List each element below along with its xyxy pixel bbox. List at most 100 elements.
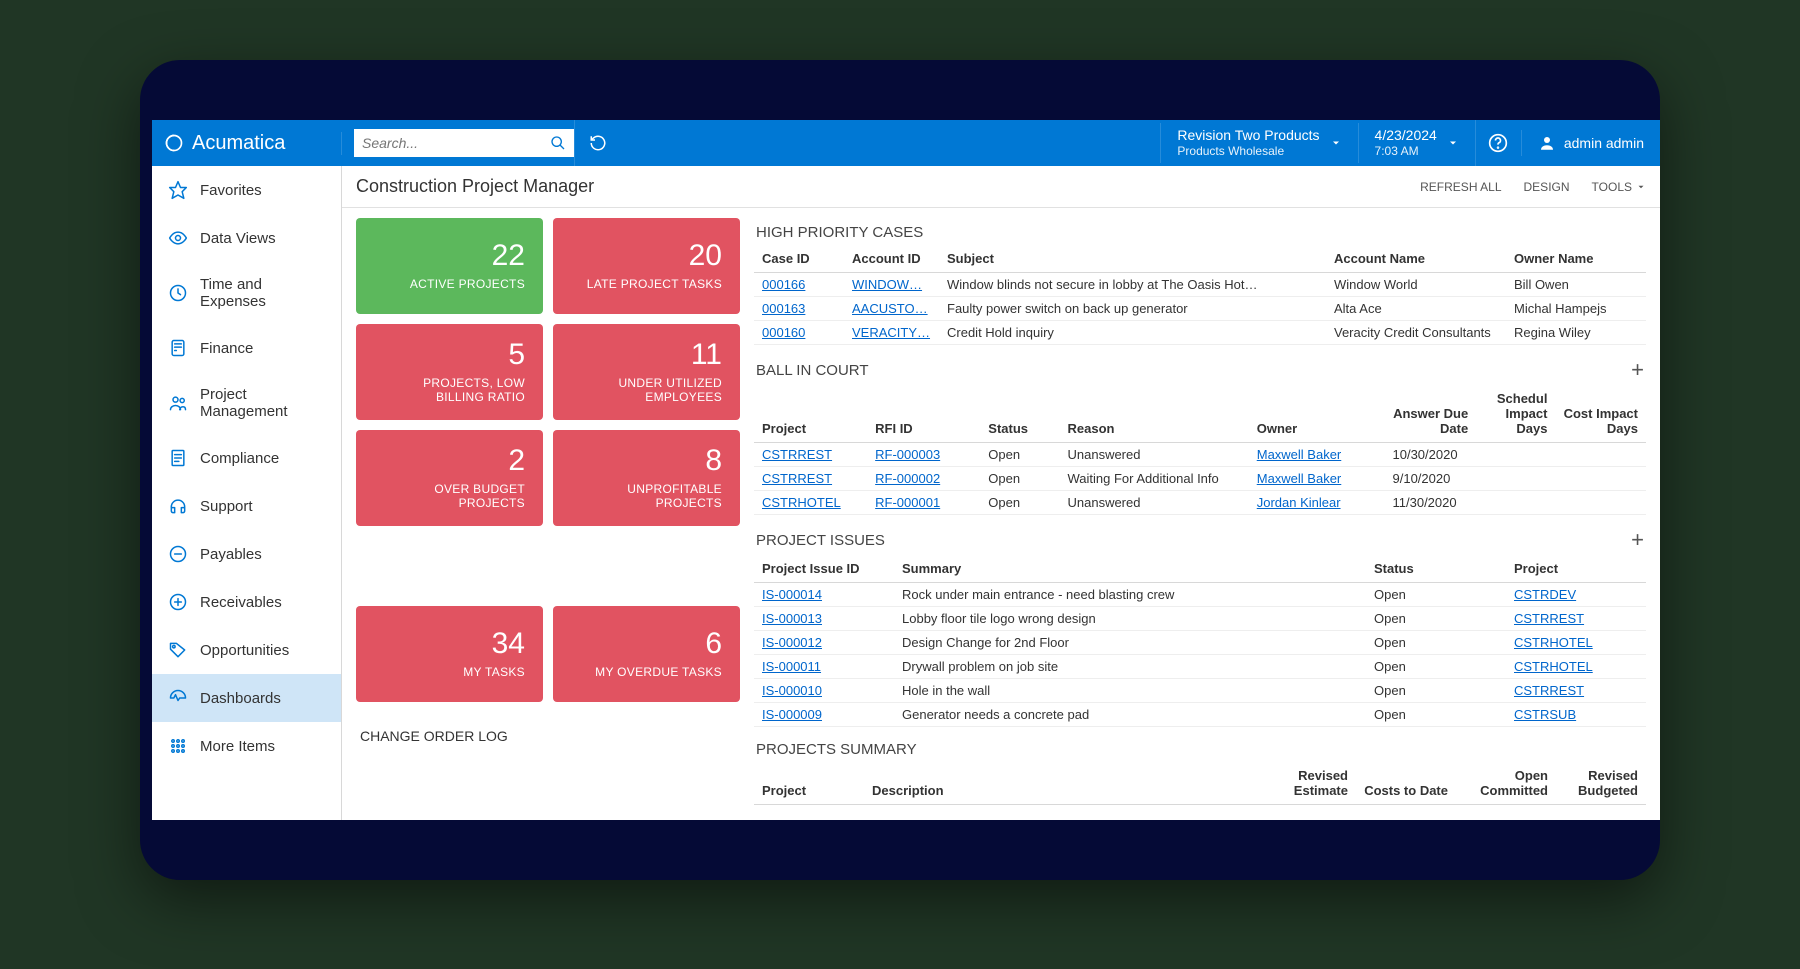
account-id-link[interactable]: WINDOW… xyxy=(852,277,922,292)
kpi-tile-late-project-tasks[interactable]: 20LATE PROJECT TASKS xyxy=(553,218,740,314)
project-link[interactable]: CSTRHOTEL xyxy=(762,495,841,510)
search-input[interactable] xyxy=(362,135,550,151)
kpi-tile-my-overdue-tasks[interactable]: 6MY OVERDUE TASKS xyxy=(553,606,740,702)
business-date[interactable]: 4/23/2024 7:03 AM xyxy=(1358,123,1475,162)
tenant-selector[interactable]: Revision Two Products Products Wholesale xyxy=(1160,123,1357,162)
account-id-link[interactable]: AACUSTO… xyxy=(852,301,928,316)
sidebar-item-payables[interactable]: Payables xyxy=(152,530,341,578)
kpi-tile-projects-low-billing-ratio[interactable]: 5PROJECTS, LOW BILLING RATIO xyxy=(356,324,543,420)
table-row[interactable]: IS-000010Hole in the wallOpenCSTRREST xyxy=(754,679,1646,703)
col-project[interactable]: Project xyxy=(1506,555,1646,583)
search-box[interactable] xyxy=(354,129,574,157)
sidebar-item-favorites[interactable]: Favorites xyxy=(152,166,341,214)
kpi-value: 6 xyxy=(705,629,722,659)
cell-owner: Bill Owen xyxy=(1506,273,1646,297)
col-answer-due[interactable]: Answer Due Date xyxy=(1385,385,1477,443)
col-status[interactable]: Status xyxy=(1366,555,1506,583)
project-link[interactable]: CSTRHOTEL xyxy=(1514,659,1593,674)
issue-id-link[interactable]: IS-000011 xyxy=(762,659,821,674)
table-row[interactable]: IS-000014Rock under main entrance - need… xyxy=(754,583,1646,607)
sidebar-item-data-views[interactable]: Data Views xyxy=(152,214,341,262)
table-row[interactable]: IS-000013Lobby floor tile logo wrong des… xyxy=(754,607,1646,631)
sidebar-item-time-and-expenses[interactable]: Time and Expenses xyxy=(152,262,341,324)
owner-link[interactable]: Jordan Kinlear xyxy=(1257,495,1341,510)
issue-id-link[interactable]: IS-000012 xyxy=(762,635,822,650)
table-row[interactable]: 000166WINDOW…Window blinds not secure in… xyxy=(754,273,1646,297)
sidebar-item-finance[interactable]: Finance xyxy=(152,324,341,372)
logo-area[interactable]: Acumatica xyxy=(152,132,342,155)
project-link[interactable]: CSTRREST xyxy=(762,447,832,462)
col-open-comm[interactable]: Open Committed xyxy=(1456,762,1556,805)
col-status[interactable]: Status xyxy=(980,385,1059,443)
help-button[interactable] xyxy=(1475,120,1521,166)
project-link[interactable]: CSTRDEV xyxy=(1514,587,1576,602)
col-issue-id[interactable]: Project Issue ID xyxy=(754,555,894,583)
issue-id-link[interactable]: IS-000014 xyxy=(762,587,822,602)
col-rfi[interactable]: RFI ID xyxy=(867,385,980,443)
issue-id-link[interactable]: IS-000010 xyxy=(762,683,822,698)
col-case-id[interactable]: Case ID xyxy=(754,245,844,273)
project-link[interactable]: CSTRREST xyxy=(762,471,832,486)
col-costs[interactable]: Costs to Date xyxy=(1356,762,1456,805)
kpi-label: UNPROFITABLE PROJECTS xyxy=(571,482,722,510)
owner-link[interactable]: Maxwell Baker xyxy=(1257,471,1342,486)
col-reason[interactable]: Reason xyxy=(1059,385,1248,443)
table-row[interactable]: IS-000012Design Change for 2nd FloorOpen… xyxy=(754,631,1646,655)
table-row[interactable]: CSTRRESTRF-000002OpenWaiting For Additio… xyxy=(754,467,1646,491)
sidebar-item-dashboards[interactable]: Dashboards xyxy=(152,674,341,722)
table-row[interactable]: 000163AACUSTO…Faulty power switch on bac… xyxy=(754,297,1646,321)
page-title: Construction Project Manager xyxy=(356,176,594,197)
project-link[interactable]: CSTRREST xyxy=(1514,683,1584,698)
case-id-link[interactable]: 000163 xyxy=(762,301,805,316)
case-id-link[interactable]: 000160 xyxy=(762,325,805,340)
col-project[interactable]: Project xyxy=(754,385,867,443)
table-row[interactable]: CSTRHOTELRF-000001OpenUnansweredJordan K… xyxy=(754,491,1646,515)
col-account-id[interactable]: Account ID xyxy=(844,245,939,273)
col-owner[interactable]: Owner xyxy=(1249,385,1385,443)
col-rev-budg[interactable]: Revised Budgeted xyxy=(1556,762,1646,805)
col-owner[interactable]: Owner Name xyxy=(1506,245,1646,273)
tools-action[interactable]: TOOLS xyxy=(1592,180,1646,194)
issue-id-link[interactable]: IS-000013 xyxy=(762,611,822,626)
refresh-all-action[interactable]: REFRESH ALL xyxy=(1420,180,1501,194)
kpi-row: 22ACTIVE PROJECTS20LATE PROJECT TASKS xyxy=(356,218,740,314)
user-menu[interactable]: admin admin xyxy=(1521,130,1660,156)
kpi-tile-my-tasks[interactable]: 34MY TASKS xyxy=(356,606,543,702)
table-row[interactable]: 000160VERACITY…Credit Hold inquiryVeraci… xyxy=(754,321,1646,345)
kpi-tile-over-budget-projects[interactable]: 2OVER BUDGET PROJECTS xyxy=(356,430,543,526)
add-button[interactable]: + xyxy=(1631,529,1644,551)
kpi-tile-unprofitable-projects[interactable]: 8UNPROFITABLE PROJECTS xyxy=(553,430,740,526)
rfi-link[interactable]: RF-000003 xyxy=(875,447,940,462)
rfi-link[interactable]: RF-000002 xyxy=(875,471,940,486)
table-row[interactable]: IS-000009Generator needs a concrete padO… xyxy=(754,703,1646,727)
table-row[interactable]: IS-000011Drywall problem on job siteOpen… xyxy=(754,655,1646,679)
account-id-link[interactable]: VERACITY… xyxy=(852,325,930,340)
design-action[interactable]: DESIGN xyxy=(1524,180,1570,194)
col-rev-est[interactable]: Revised Estimate xyxy=(1266,762,1356,805)
sidebar-item-support[interactable]: Support xyxy=(152,482,341,530)
sidebar-item-project-management[interactable]: Project Management xyxy=(152,372,341,434)
owner-link[interactable]: Maxwell Baker xyxy=(1257,447,1342,462)
sidebar-item-opportunities[interactable]: Opportunities xyxy=(152,626,341,674)
add-button[interactable]: + xyxy=(1631,359,1644,381)
project-link[interactable]: CSTRSUB xyxy=(1514,707,1576,722)
col-cost-impact[interactable]: Cost Impact Days xyxy=(1555,385,1646,443)
col-sched-impact[interactable]: Schedul Impact Days xyxy=(1476,385,1555,443)
sidebar-item-receivables[interactable]: Receivables xyxy=(152,578,341,626)
project-link[interactable]: CSTRHOTEL xyxy=(1514,635,1593,650)
col-subject[interactable]: Subject xyxy=(939,245,1326,273)
col-summary[interactable]: Summary xyxy=(894,555,1366,583)
col-account-name[interactable]: Account Name xyxy=(1326,245,1506,273)
col-description[interactable]: Description xyxy=(864,762,1266,805)
case-id-link[interactable]: 000166 xyxy=(762,277,805,292)
sidebar-item-compliance[interactable]: Compliance xyxy=(152,434,341,482)
refresh-button[interactable] xyxy=(574,120,620,166)
kpi-tile-under-utilized-employees[interactable]: 11UNDER UTILIZED EMPLOYEES xyxy=(553,324,740,420)
project-link[interactable]: CSTRREST xyxy=(1514,611,1584,626)
kpi-tile-active-projects[interactable]: 22ACTIVE PROJECTS xyxy=(356,218,543,314)
issue-id-link[interactable]: IS-000009 xyxy=(762,707,822,722)
col-project[interactable]: Project xyxy=(754,762,864,805)
rfi-link[interactable]: RF-000001 xyxy=(875,495,940,510)
table-row[interactable]: CSTRRESTRF-000003OpenUnansweredMaxwell B… xyxy=(754,443,1646,467)
sidebar-item-more-items[interactable]: More Items xyxy=(152,722,341,770)
